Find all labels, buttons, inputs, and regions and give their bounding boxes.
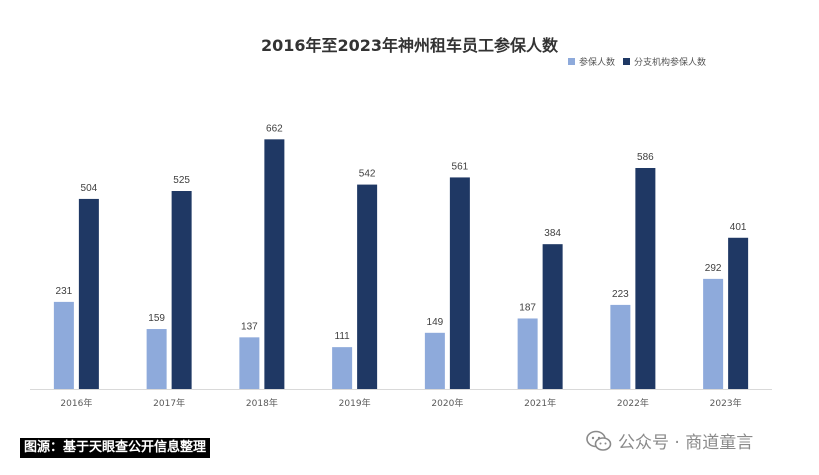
data-label-series-1-2: 662: [266, 123, 283, 134]
bar-series-1-3: [357, 184, 378, 389]
legend-label-series-1: 分支机构参保人数: [634, 58, 707, 68]
bar-series-0-5: [517, 318, 538, 389]
bar-series-1-1: [171, 191, 192, 389]
bar-series-1-2: [264, 139, 285, 389]
data-label-series-0-2: 137: [241, 321, 258, 332]
watermark: 公众号 · 商道童言: [586, 428, 753, 453]
x-tick-label-7: 2023年: [710, 397, 742, 409]
data-label-series-1-0: 504: [81, 183, 98, 194]
bar-series-1-5: [542, 244, 563, 389]
data-label-series-1-6: 586: [637, 152, 654, 163]
data-label-series-0-3: 111: [335, 331, 351, 342]
watermark-text: 公众号 · 商道童言: [618, 433, 754, 453]
legend: 参保人数 分支机构参保人数: [568, 55, 714, 68]
source-caption: 图源：基于天眼查公开信息整理: [20, 438, 211, 458]
x-tick-label-3: 2019年: [339, 397, 371, 409]
x-tick-label-0: 2016年: [60, 397, 92, 409]
data-label-series-0-4: 149: [427, 317, 444, 328]
legend-swatch-series-0: [568, 58, 575, 65]
chart-title: 2016年至2023年神州租车员工参保人数: [260, 36, 559, 55]
data-label-series-0-1: 159: [148, 313, 165, 324]
legend-label-series-0: 参保人数: [579, 58, 616, 68]
x-tick-label-1: 2017年: [153, 397, 185, 409]
bar-series-1-7: [728, 237, 749, 389]
data-label-series-0-6: 223: [612, 289, 629, 300]
data-label-series-1-4: 561: [452, 161, 469, 172]
bar-series-0-3: [332, 347, 353, 389]
bar-series-1-0: [78, 198, 99, 389]
legend-item-series-1: 分支机构参保人数: [623, 55, 706, 68]
data-label-series-0-7: 292: [705, 263, 722, 274]
data-label-series-0-5: 187: [519, 302, 536, 313]
bar-series-0-4: [424, 332, 445, 389]
bar-series-0-6: [610, 304, 631, 389]
data-label-series-1-3: 542: [359, 169, 376, 180]
data-label-series-1-7: 401: [730, 222, 747, 233]
x-tick-label-5: 2021年: [524, 397, 556, 409]
bar-series-1-6: [635, 167, 656, 389]
data-label-series-0-0: 231: [56, 286, 73, 297]
data-label-series-1-1: 525: [173, 175, 190, 186]
x-tick-label-6: 2022年: [617, 397, 649, 409]
legend-item-series-0: 参保人数: [568, 55, 615, 68]
bar-series-0-0: [53, 301, 74, 389]
x-tick-label-2: 2018年: [246, 397, 278, 409]
bar-series-0-2: [239, 337, 260, 389]
bar-series-0-1: [146, 329, 167, 389]
data-label-series-1-5: 384: [544, 228, 561, 239]
wechat-icon: [586, 430, 612, 451]
x-tick-label-4: 2020年: [431, 397, 463, 409]
bar-series-1-4: [449, 177, 470, 389]
bar-series-0-7: [703, 278, 724, 389]
legend-swatch-series-1: [623, 58, 631, 65]
